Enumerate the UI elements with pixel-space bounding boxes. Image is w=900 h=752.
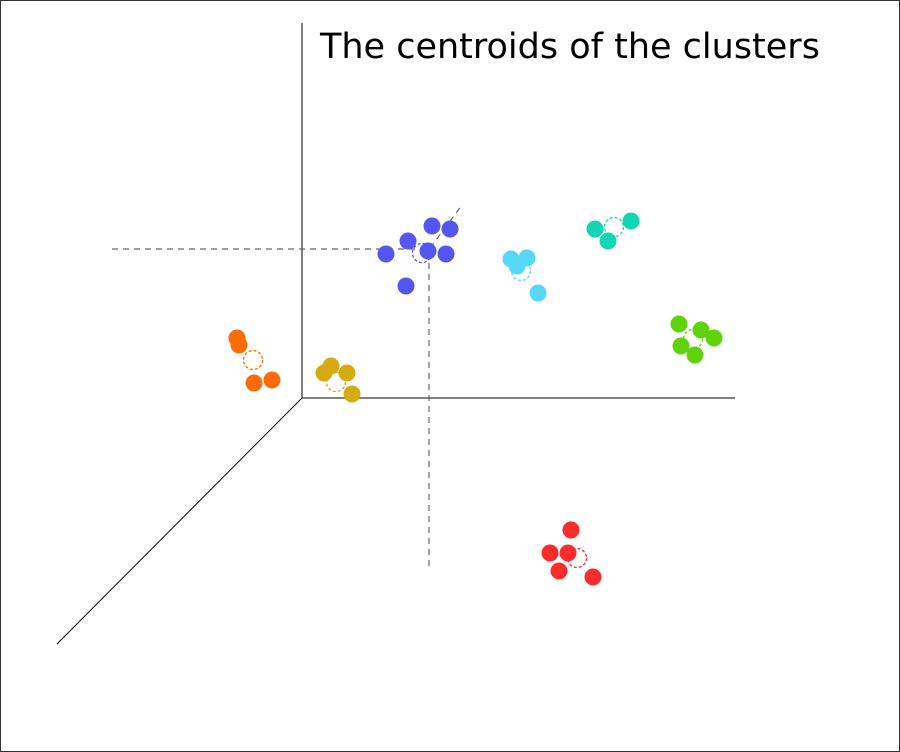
data-point bbox=[399, 232, 417, 250]
data-point bbox=[622, 212, 640, 230]
cluster-orange bbox=[228, 329, 281, 392]
cluster-blue bbox=[377, 217, 459, 295]
cluster-green bbox=[670, 315, 723, 364]
diagram-title: The centroids of the clusters bbox=[320, 27, 820, 67]
data-point bbox=[377, 245, 395, 263]
cluster-red bbox=[541, 521, 602, 586]
data-point bbox=[550, 562, 568, 580]
data-point bbox=[672, 337, 690, 355]
data-point bbox=[586, 220, 604, 238]
cluster-cyan bbox=[502, 249, 547, 302]
centroid-marker bbox=[242, 349, 264, 371]
data-point bbox=[315, 364, 333, 382]
projection-guides bbox=[112, 204, 463, 567]
data-point bbox=[419, 242, 437, 260]
data-point bbox=[584, 568, 602, 586]
data-point bbox=[423, 217, 441, 235]
centroid-marker bbox=[411, 242, 433, 264]
data-point bbox=[343, 385, 361, 403]
centroid-marker bbox=[510, 260, 532, 282]
data-point bbox=[529, 284, 547, 302]
centroid-marker bbox=[566, 547, 588, 569]
data-point bbox=[245, 374, 263, 392]
data-point bbox=[437, 245, 455, 263]
axes bbox=[56, 23, 735, 645]
y-axis bbox=[56, 397, 303, 645]
centroid-marker bbox=[325, 371, 347, 393]
centroid-marker bbox=[603, 216, 625, 238]
data-point bbox=[541, 544, 559, 562]
data-point bbox=[230, 336, 248, 354]
data-point bbox=[692, 321, 710, 339]
data-point bbox=[686, 346, 704, 364]
data-point bbox=[559, 544, 577, 562]
data-point bbox=[263, 371, 281, 389]
data-point bbox=[705, 329, 723, 347]
data-point bbox=[397, 277, 415, 295]
data-point bbox=[670, 315, 688, 333]
data-point bbox=[441, 220, 459, 238]
data-point bbox=[508, 257, 526, 275]
cluster-gold bbox=[315, 357, 361, 403]
data-point bbox=[338, 364, 356, 382]
cluster-teal bbox=[586, 212, 640, 250]
centroid-marker bbox=[682, 328, 704, 350]
data-point bbox=[562, 521, 580, 539]
